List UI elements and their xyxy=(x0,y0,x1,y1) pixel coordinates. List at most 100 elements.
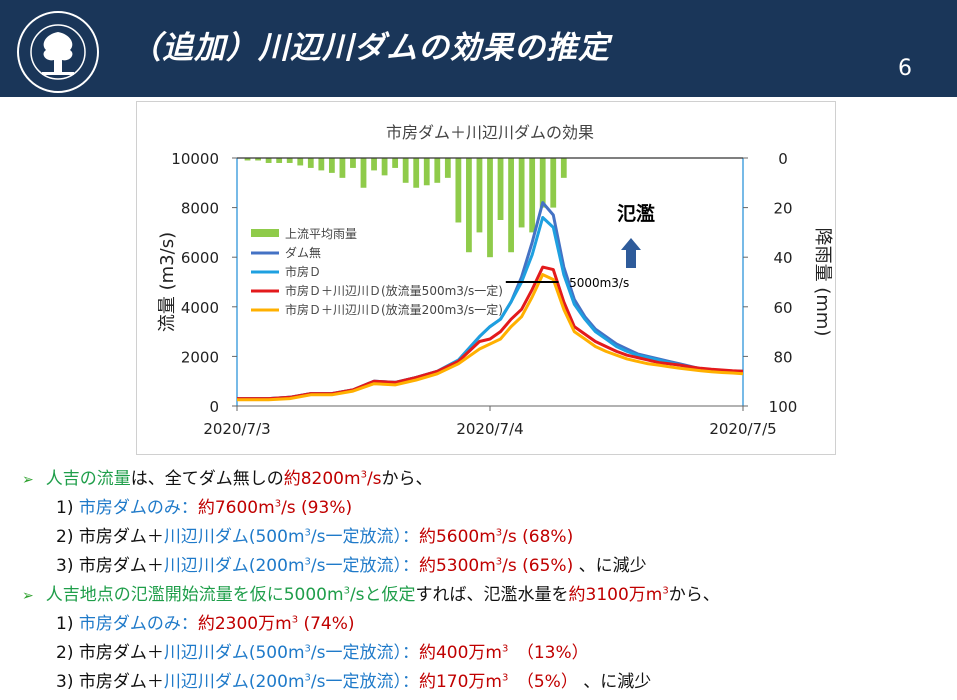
page-title: （追加）川辺川ダムの効果の推定 xyxy=(130,30,610,66)
university-logo xyxy=(17,11,99,93)
item-text: /s一定放流） xyxy=(310,527,402,547)
item-value: 約170万m xyxy=(418,672,502,692)
item-value: /s (68%) xyxy=(502,527,574,547)
item-number: 3) xyxy=(56,556,74,576)
threshold-label: 5000m3/s xyxy=(569,276,629,290)
item-text: 市房ダム＋ xyxy=(78,556,164,576)
rainfall-bar xyxy=(487,158,493,258)
bullet-value: 約3100万m xyxy=(568,585,663,605)
item-text: 、に減少 xyxy=(577,672,652,692)
y-axis-label: 流量 (m3/s) xyxy=(157,232,178,332)
legend-swatch xyxy=(251,229,279,237)
chart-title: 市房ダム＋川辺川ダムの効果 xyxy=(386,123,594,142)
sub-item: 2) 市房ダム＋川辺川ダム(500m3/s一定放流）：約5600m3/s (68… xyxy=(56,522,573,547)
sub-item: 1) 市房ダムのみ：約2300万m3 (74%) xyxy=(56,609,355,634)
up-arrow-icon xyxy=(621,238,641,268)
y-tick-label: 4000 xyxy=(181,299,219,317)
item-text: 市房ダム＋ xyxy=(78,672,164,692)
item-text: 川辺川ダム(200m xyxy=(163,556,305,576)
x-tick-label: 2020/7/5 xyxy=(709,420,776,438)
y2-tick-label: 20 xyxy=(773,200,792,218)
item-sup: 3 xyxy=(274,498,282,510)
item-text: 、に減少 xyxy=(573,556,647,576)
y-tick-label: 0 xyxy=(209,398,219,416)
rainfall-bar xyxy=(560,158,567,178)
item-text: ： xyxy=(180,614,198,634)
item-text: 川辺川ダム(200m xyxy=(163,672,305,692)
rainfall-bar xyxy=(276,158,283,163)
x-tick-label: 2020/7/3 xyxy=(203,420,270,438)
bullet-line-flow: ➢ 人吉の流量は、全てダム無しの約8200m3/sから、 xyxy=(22,464,433,489)
bullet-text: から、 xyxy=(668,585,720,605)
item-sup: 3 xyxy=(304,643,311,655)
item-sup: 3 xyxy=(495,527,503,539)
bullet-text: /sと仮定 xyxy=(349,585,416,605)
bullet-arrow-icon: ➢ xyxy=(22,472,34,488)
item-value: (74%) xyxy=(298,614,355,634)
rainfall-bar xyxy=(444,158,451,178)
item-text: ： xyxy=(401,556,419,576)
item-text: ： xyxy=(401,643,419,663)
y2-tick-label: 0 xyxy=(778,150,788,168)
rainfall-bar xyxy=(529,158,536,233)
rainfall-bar xyxy=(508,158,514,253)
item-text: 市房ダムのみ xyxy=(78,498,181,518)
rainfall-bar xyxy=(550,158,557,208)
bullet-text: から、 xyxy=(381,469,433,489)
slide-header: （追加）川辺川ダムの効果の推定 6 xyxy=(0,0,957,97)
rainfall-bar xyxy=(381,158,388,176)
item-text: ： xyxy=(180,498,198,518)
rainfall-bar xyxy=(297,158,304,166)
item-number: 1) xyxy=(56,498,74,518)
item-text: 市房ダム＋ xyxy=(78,527,164,547)
rainfall-bar xyxy=(423,158,430,186)
item-value: （5%） xyxy=(508,672,578,692)
rainfall-bar xyxy=(466,158,472,253)
item-sup: 3 xyxy=(501,672,509,684)
item-sup: 3 xyxy=(501,643,509,655)
item-value: （13%） xyxy=(508,643,589,663)
item-value: 約400万m xyxy=(418,643,502,663)
bullet-value: /s xyxy=(366,469,382,489)
item-text: 川辺川ダム(500m xyxy=(163,643,305,663)
rainfall-bar xyxy=(318,158,325,171)
rainfall-bar xyxy=(455,158,462,223)
rainfall-bar xyxy=(434,158,441,183)
rainfall-bar xyxy=(286,158,293,163)
bullet-line-flood: ➢ 人吉地点の氾濫開始流量を仮に5000m3/sと仮定すれば、氾濫水量を約3100… xyxy=(22,580,720,605)
legend-label: 市房Ｄ＋川辺川Ｄ(放流量500m3/s一定) xyxy=(285,283,503,298)
item-text: ： xyxy=(401,527,419,547)
item-text: /s一定放流） xyxy=(310,672,402,692)
y2-tick-label: 60 xyxy=(773,299,792,317)
item-text: /s一定放流） xyxy=(310,643,402,663)
rainfall-bar xyxy=(497,158,504,220)
item-sup: 3 xyxy=(304,527,311,539)
rainfall-bar xyxy=(360,158,367,188)
item-text: 市房ダムのみ xyxy=(78,614,181,634)
sub-item: 2) 市房ダム＋川辺川ダム(500m3/s一定放流）：約400万m3 （13%） xyxy=(56,638,589,663)
sub-item: 1) 市房ダムのみ：約7600m3/s (93%) xyxy=(56,493,352,518)
chart-container: 市房ダム＋川辺川ダムの効果 0 2000 4000 6000 8000 10000 0 20 40… xyxy=(136,101,836,455)
item-text: ： xyxy=(401,672,419,692)
y-tick-label: 10000 xyxy=(171,150,219,168)
x-tick-label: 2020/7/4 xyxy=(456,420,523,438)
y2-tick-label: 80 xyxy=(773,348,792,366)
legend-label: 市房Ｄ＋川辺川Ｄ(放流量200m3/s一定) xyxy=(285,302,503,317)
series-line xyxy=(237,265,744,401)
bullet-text: すれば、氾濫水量を xyxy=(415,585,569,605)
bullet-value: 約8200m xyxy=(283,469,361,489)
rainfall-bar xyxy=(371,158,377,171)
item-value: 約5300m xyxy=(418,556,496,576)
item-sup: 3 xyxy=(304,556,311,568)
y2-axis-label: 降雨量 (mm) xyxy=(812,228,833,337)
item-value: /s (93%) xyxy=(281,498,353,518)
legend-label: 上流平均雨量 xyxy=(285,227,357,241)
rainfall-bar xyxy=(539,158,546,208)
rainfall-bar xyxy=(392,158,399,168)
rainfall-bar xyxy=(518,158,525,228)
item-number: 3) xyxy=(56,672,74,692)
series-line xyxy=(237,273,744,402)
item-value: 約5600m xyxy=(418,527,496,547)
item-number: 2) xyxy=(56,527,74,547)
rainfall-bar xyxy=(307,158,314,168)
